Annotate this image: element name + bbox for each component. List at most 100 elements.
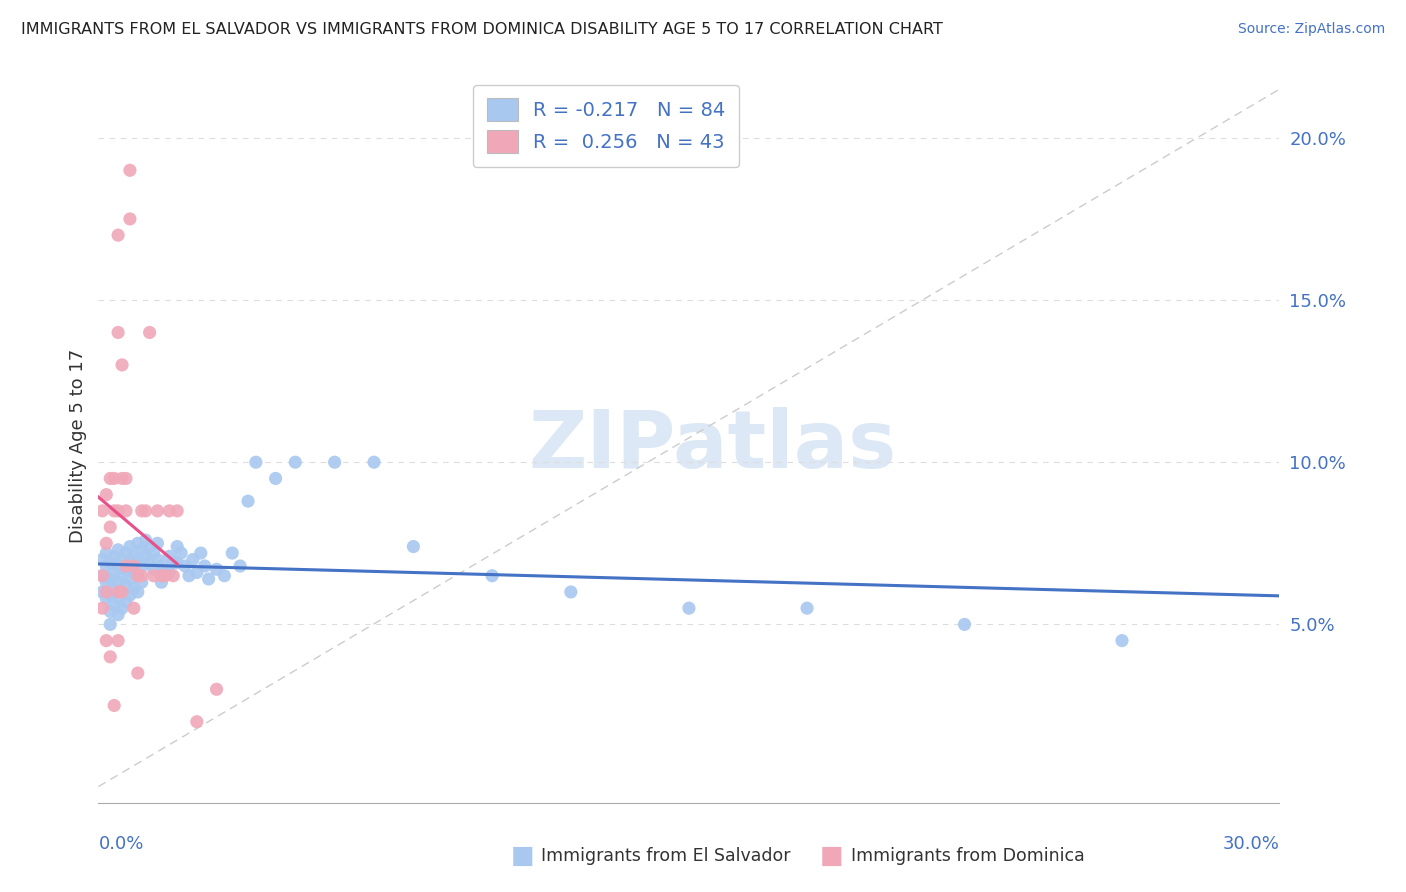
Point — [142, 562, 165, 576]
Text: 30.0%: 30.0% — [1223, 835, 1279, 854]
Point — [146, 536, 169, 550]
Point — [103, 566, 125, 580]
Point — [96, 575, 118, 590]
Point — [115, 559, 138, 574]
Point — [103, 471, 125, 485]
Point — [135, 533, 157, 547]
Point — [245, 455, 267, 469]
Point — [111, 585, 134, 599]
Point — [96, 559, 118, 574]
Point — [118, 163, 141, 178]
Point — [91, 504, 114, 518]
Point — [174, 559, 197, 574]
Point — [560, 585, 582, 599]
Point — [118, 572, 141, 586]
Point — [107, 591, 129, 606]
Point — [170, 546, 193, 560]
Point — [115, 471, 138, 485]
Point — [205, 562, 228, 576]
Point — [194, 559, 217, 574]
Point — [138, 540, 160, 554]
Point — [91, 552, 114, 566]
Point — [122, 566, 145, 580]
Point — [127, 552, 149, 566]
Point — [142, 546, 165, 560]
Point — [1111, 633, 1133, 648]
Point — [229, 559, 252, 574]
Text: ■: ■ — [510, 845, 534, 868]
Point — [122, 549, 145, 564]
Point — [111, 552, 134, 566]
Point — [127, 666, 149, 681]
Point — [107, 559, 129, 574]
Point — [155, 568, 177, 582]
Point — [115, 546, 138, 560]
Point — [127, 568, 149, 582]
Point — [181, 552, 204, 566]
Point — [115, 595, 138, 609]
Point — [111, 601, 134, 615]
Point — [138, 556, 160, 570]
Text: Source: ZipAtlas.com: Source: ZipAtlas.com — [1237, 22, 1385, 37]
Point — [91, 585, 114, 599]
Point — [98, 649, 121, 664]
Point — [103, 504, 125, 518]
Point — [197, 572, 219, 586]
Point — [142, 568, 165, 582]
Point — [107, 326, 129, 340]
Point — [111, 471, 134, 485]
Point — [186, 566, 208, 580]
Point — [107, 585, 129, 599]
Point — [107, 575, 129, 590]
Point — [162, 568, 184, 582]
Point — [678, 601, 700, 615]
Point — [98, 471, 121, 485]
Point — [122, 559, 145, 574]
Point — [96, 546, 118, 560]
Point — [103, 698, 125, 713]
Point — [127, 568, 149, 582]
Point — [186, 714, 208, 729]
Point — [91, 568, 114, 582]
Point — [131, 504, 153, 518]
Point — [115, 504, 138, 518]
Point — [98, 572, 121, 586]
Point — [107, 633, 129, 648]
Point — [98, 617, 121, 632]
Point — [118, 540, 141, 554]
Point — [953, 617, 976, 632]
Point — [131, 575, 153, 590]
Point — [131, 568, 153, 582]
Point — [118, 211, 141, 226]
Point — [118, 588, 141, 602]
Point — [96, 633, 118, 648]
Point — [402, 540, 425, 554]
Point — [96, 591, 118, 606]
Point — [91, 568, 114, 582]
Point — [157, 566, 180, 580]
Point — [131, 559, 153, 574]
Point — [264, 471, 287, 485]
Point — [98, 588, 121, 602]
Point — [363, 455, 385, 469]
Point — [107, 607, 129, 622]
Point — [122, 601, 145, 615]
Point — [157, 549, 180, 564]
Point — [118, 556, 141, 570]
Point — [111, 358, 134, 372]
Y-axis label: Disability Age 5 to 17: Disability Age 5 to 17 — [69, 349, 87, 543]
Point — [166, 556, 188, 570]
Text: Immigrants from El Salvador: Immigrants from El Salvador — [541, 847, 790, 865]
Point — [115, 562, 138, 576]
Point — [135, 549, 157, 564]
Point — [111, 585, 134, 599]
Legend: R = -0.217   N = 84, R =  0.256   N = 43: R = -0.217 N = 84, R = 0.256 N = 43 — [474, 85, 740, 167]
Point — [98, 604, 121, 618]
Point — [131, 542, 153, 557]
Point — [221, 546, 243, 560]
Point — [115, 578, 138, 592]
Point — [127, 536, 149, 550]
Point — [122, 582, 145, 596]
Point — [214, 568, 236, 582]
Point — [103, 598, 125, 612]
